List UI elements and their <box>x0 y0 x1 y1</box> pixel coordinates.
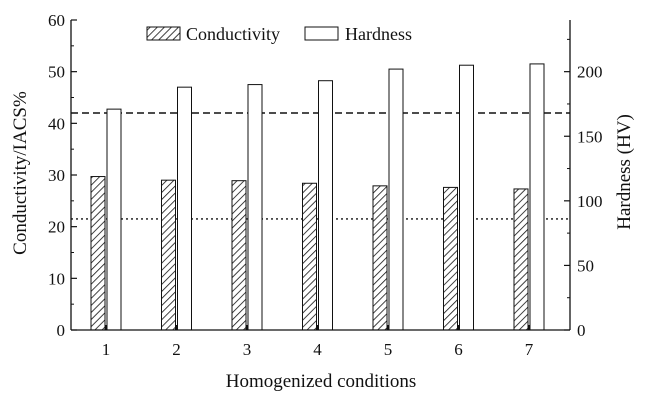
conductivity-bar-7 <box>513 188 529 331</box>
hardness-bar-6 <box>459 64 474 331</box>
conductivity-bar-3 <box>231 180 247 331</box>
conductivity-bar-6 <box>443 186 458 331</box>
hardness-bar-3 <box>247 84 263 331</box>
hardness-bar-4 <box>318 80 333 331</box>
legend-label-conductivity: Conductivity <box>186 24 280 44</box>
y-tick-label: 10 <box>48 269 65 288</box>
x-tick-label: 6 <box>454 340 463 359</box>
hardness-bar-2 <box>177 86 192 331</box>
y-tick-label: 0 <box>57 321 66 340</box>
x-tick-label: 1 <box>102 340 111 359</box>
conductivity-bar-1 <box>90 176 106 331</box>
legend-swatch-hardness <box>304 26 339 41</box>
x-tick-label: 3 <box>243 340 252 359</box>
legend-label-hardness: Hardness <box>345 24 412 44</box>
x-tick-label: 4 <box>313 340 322 359</box>
hardness-bar-1 <box>106 108 122 331</box>
y-tick-label: 30 <box>48 166 65 185</box>
hardness-bar-7 <box>529 63 545 331</box>
x-tick-label: 5 <box>384 340 393 359</box>
y2-tick-label: 200 <box>577 63 603 82</box>
conductivity-bar-2 <box>161 179 176 331</box>
x-tick-label: 2 <box>172 340 181 359</box>
y-tick-label: 50 <box>48 63 65 82</box>
y2-tick-label: 100 <box>577 192 603 211</box>
x-axis-title: Homogenized conditions <box>226 371 417 392</box>
y2-tick-label: 150 <box>577 127 603 146</box>
conductivity-bar-5 <box>372 185 388 331</box>
y2-tick-label: 50 <box>577 256 594 275</box>
legend-swatch-conductivity <box>146 26 181 41</box>
y-tick-label: 60 <box>48 11 65 30</box>
y2-tick-label: 0 <box>577 321 586 340</box>
x-tick-label: 7 <box>525 340 534 359</box>
hardness-bar-5 <box>388 68 404 331</box>
y-tick-label: 40 <box>48 114 65 133</box>
y-tick-label: 20 <box>48 218 65 237</box>
y2-axis-title: Hardness (HV) <box>614 114 635 230</box>
conductivity-bar-4 <box>302 182 317 331</box>
y-axis-title: Conductivity/IACS% <box>10 91 31 255</box>
